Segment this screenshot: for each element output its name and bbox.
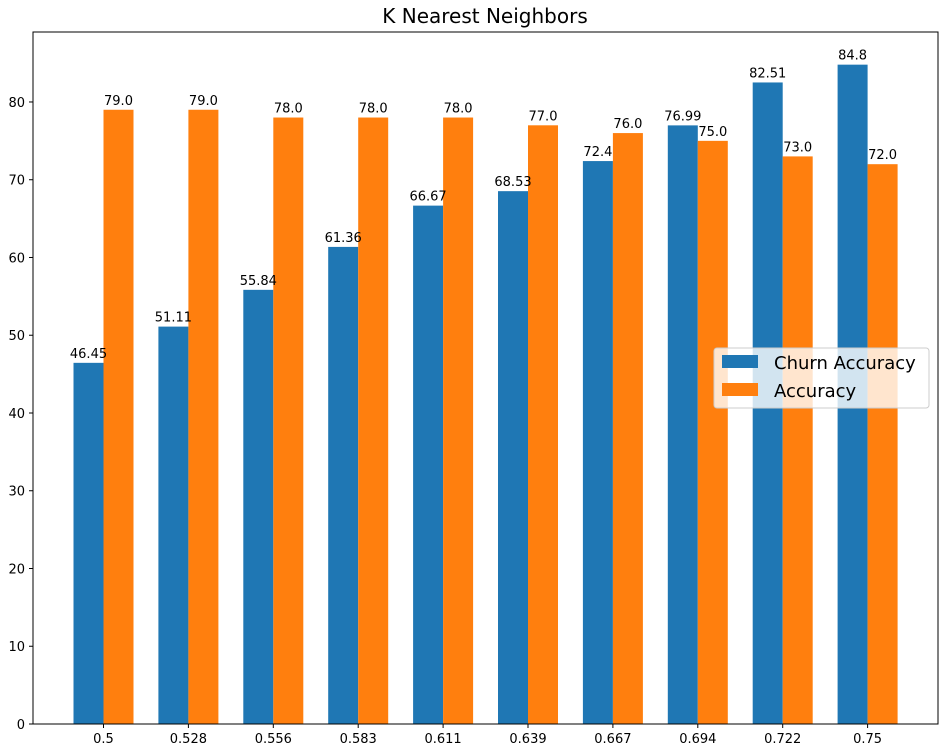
y-tick-label: 30 [8, 485, 25, 500]
bar-value-label: 84.8 [838, 49, 867, 64]
y-tick-label: 70 [8, 174, 25, 189]
bar-accuracy-5 [528, 125, 558, 725]
x-tick-label: 0.667 [594, 732, 631, 747]
bar-churn-accuracy-1 [158, 326, 189, 724]
x-tick-label: 0.722 [764, 732, 801, 747]
y-tick-label: 50 [8, 329, 25, 344]
bar-value-label: 76.0 [613, 117, 642, 132]
bar-value-label: 78.0 [359, 102, 388, 117]
bar-value-label: 61.36 [325, 231, 362, 246]
bar-value-label: 76.99 [664, 109, 701, 124]
bar-churn-accuracy-2 [243, 289, 274, 724]
x-tick-label: 0.5 [93, 732, 114, 747]
bar-value-label: 78.0 [444, 102, 473, 117]
bar-churn-accuracy-6 [582, 161, 613, 725]
bars-group [73, 64, 898, 725]
bar-churn-accuracy-4 [413, 205, 444, 725]
x-tick-label: 0.583 [340, 732, 377, 747]
x-axis: 0.5 0.528 0.556 0.583 0.611 0.639 0.667 0.694 0.… [93, 724, 882, 747]
bar-accuracy-4 [443, 117, 474, 725]
bar-churn-accuracy-7 [667, 125, 698, 725]
bar-value-label: 82.51 [749, 66, 786, 81]
bar-value-label: 55.84 [240, 274, 277, 289]
bar-value-label: 77.0 [529, 109, 558, 124]
y-tick-label: 60 [8, 251, 25, 266]
x-tick-label: 0.639 [509, 732, 546, 747]
bar-value-label: 51.11 [155, 311, 192, 326]
y-tick-label: 20 [8, 562, 25, 577]
y-tick-label: 0 [17, 718, 25, 733]
bar-labels-group: 46.45 51.11 55.84 61.36 66.67 68.53 72.4 76.99 8… [70, 49, 897, 362]
x-tick-label: 0.75 [853, 732, 882, 747]
bar-accuracy-0 [103, 109, 134, 724]
bar-value-label: 75.0 [698, 125, 727, 140]
bar-accuracy-3 [358, 117, 389, 725]
legend-label-churn-accuracy: Churn Accuracy [774, 353, 916, 374]
bar-accuracy-9 [867, 164, 898, 724]
y-tick-label: 10 [8, 640, 25, 655]
y-axis: 0 10 20 30 40 50 60 70 80 [8, 96, 33, 733]
bar-churn-accuracy-5 [498, 191, 528, 724]
bar-accuracy-1 [188, 109, 219, 724]
bar-value-label: 79.0 [104, 94, 133, 109]
y-tick-label: 40 [8, 407, 25, 422]
x-tick-label: 0.556 [255, 732, 292, 747]
x-tick-label: 0.694 [679, 732, 716, 747]
legend-box [713, 347, 930, 409]
bar-value-label: 66.67 [409, 190, 446, 205]
legend-swatch-churn-accuracy [722, 355, 758, 368]
bar-accuracy-7 [697, 140, 728, 724]
bar-value-label: 72.0 [868, 148, 897, 163]
plot-frame [32, 31, 939, 725]
chart-title: K Nearest Neighbors [382, 4, 587, 28]
legend-swatch-accuracy [722, 383, 758, 396]
legend-label-accuracy: Accuracy [774, 381, 857, 402]
x-tick-label: 0.611 [424, 732, 461, 747]
x-tick-label: 0.528 [170, 732, 207, 747]
bar-churn-accuracy-0 [73, 362, 104, 724]
bar-value-label: 73.0 [783, 140, 812, 155]
bar-value-label: 46.45 [70, 347, 107, 362]
bar-churn-accuracy-3 [328, 246, 359, 725]
y-tick-label: 80 [8, 96, 25, 111]
bar-value-label: 68.53 [494, 175, 531, 190]
bar-accuracy-8 [782, 156, 813, 725]
bar-value-label: 72.4 [583, 145, 612, 160]
legend: Churn Accuracy Accuracy [713, 347, 930, 409]
bar-value-label: 79.0 [189, 94, 218, 109]
bar-value-label: 78.0 [274, 102, 303, 117]
bar-accuracy-6 [612, 133, 643, 724]
bar-accuracy-2 [273, 117, 304, 725]
